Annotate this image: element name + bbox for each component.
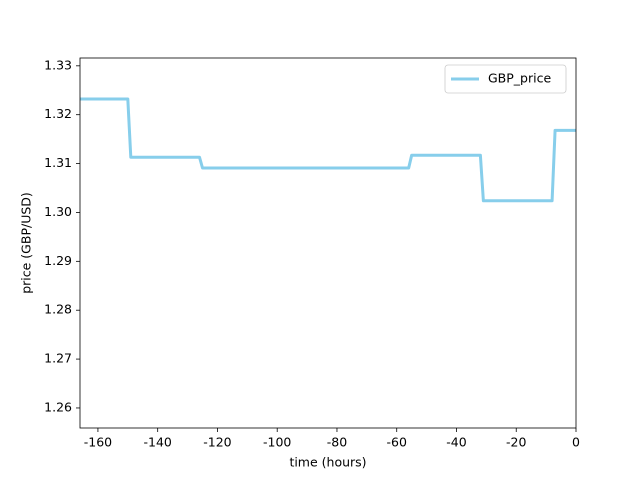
legend-box [444,64,567,94]
y-tick-label: 1.31 [44,155,72,170]
y-tick-label: 1.27 [44,351,72,366]
legend-label: GBP_price [488,71,551,86]
y-tick-label: 1.30 [44,204,72,219]
x-tick-label: -120 [203,435,231,450]
x-tick-label: -160 [84,435,112,450]
x-tick-label: -20 [506,435,526,450]
x-axis-label: time (hours) [289,455,366,470]
x-tick-label: -140 [143,435,171,450]
plot-frame [79,57,577,429]
x-tick-label: -80 [327,435,347,450]
y-tick-label: 1.33 [44,57,72,72]
y-tick-label: 1.26 [44,399,72,414]
y-axis-label: price (GBP/USD) [19,192,34,294]
data-line [80,97,576,203]
x-tick-label: 0 [572,435,580,450]
x-tick-label: -40 [446,435,466,450]
x-tick-label: -60 [387,435,407,450]
y-tick-label: 1.28 [44,302,72,317]
x-tick-label: -100 [263,435,291,450]
y-tick-label: 1.29 [44,253,72,268]
y-tick-label: 1.32 [44,106,72,121]
